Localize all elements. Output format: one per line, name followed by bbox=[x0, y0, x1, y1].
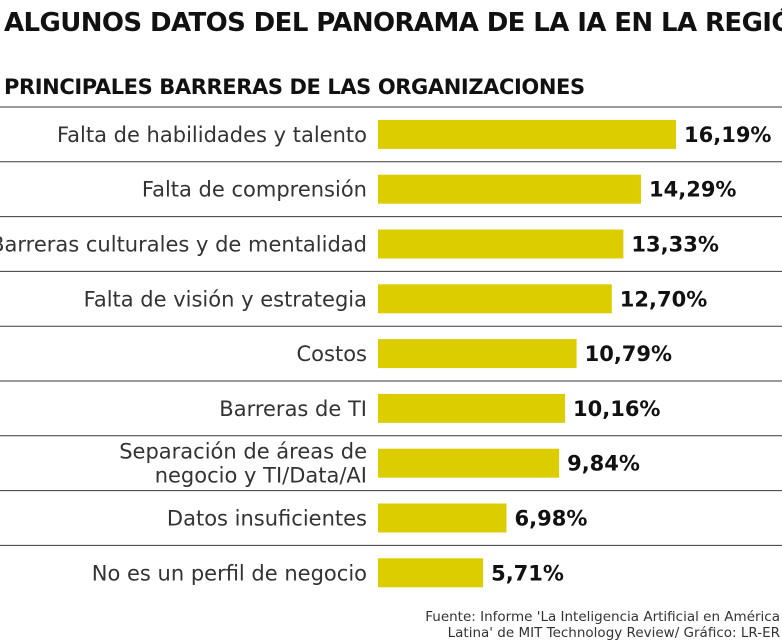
category-label-line: Falta de visión y estrategia bbox=[84, 287, 367, 311]
category-label: Datos insuficientes bbox=[167, 507, 367, 531]
category-label: Barreras de TI bbox=[219, 397, 367, 421]
chart-subtitle: PRINCIPALES BARRERAS DE LAS ORGANIZACION… bbox=[4, 75, 585, 99]
category-label-line: Datos insuficientes bbox=[167, 507, 367, 531]
category-label-line: Barreras culturales y de mentalidad bbox=[0, 233, 367, 257]
bar bbox=[378, 503, 507, 533]
bar bbox=[378, 339, 577, 369]
bar bbox=[378, 284, 612, 314]
category-label-line: Falta de comprensión bbox=[142, 178, 367, 202]
category-label-line: Falta de habilidades y talento bbox=[57, 123, 367, 147]
value-label: 12,70% bbox=[620, 287, 707, 311]
chart-title: ALGUNOS DATOS DEL PANORAMA DE LA IA EN L… bbox=[4, 8, 782, 38]
category-label: Barreras culturales y de mentalidad bbox=[0, 233, 367, 257]
source-note: Fuente: Informe 'La Inteligencia Artific… bbox=[425, 609, 780, 641]
category-label-line: Separación de áreas de bbox=[119, 440, 367, 464]
bar-chart: 16,19% Falta de habilidades y talento 14,2… bbox=[0, 106, 782, 588]
category-label: Falta de habilidades y talento bbox=[57, 123, 367, 147]
value-label: 6,98% bbox=[515, 507, 588, 531]
source-line-1: Fuente: Informe 'La Inteligencia Artific… bbox=[425, 609, 780, 625]
bar bbox=[378, 448, 560, 478]
bar bbox=[378, 174, 641, 204]
category-label-line: Barreras de TI bbox=[219, 397, 367, 421]
bar bbox=[378, 229, 624, 259]
value-label: 5,71% bbox=[491, 561, 564, 585]
bar bbox=[378, 393, 565, 423]
source-line-2: Latina' de MIT Technology Review/ Gráfic… bbox=[447, 625, 780, 641]
value-label: 16,19% bbox=[684, 123, 771, 147]
value-label: 14,29% bbox=[649, 178, 736, 202]
category-label: Costos bbox=[297, 342, 367, 366]
category-label: Falta de visión y estrategia bbox=[84, 287, 367, 311]
value-label: 10,16% bbox=[573, 397, 660, 421]
category-label: No es un perfil de negocio bbox=[92, 561, 367, 585]
bar bbox=[378, 119, 676, 149]
value-label: 9,84% bbox=[567, 452, 640, 476]
category-label-line: No es un perfil de negocio bbox=[92, 561, 367, 585]
value-label: 13,33% bbox=[631, 233, 718, 257]
category-label: Separación de áreas de negocio y TI/Data/… bbox=[119, 440, 367, 488]
category-label: Falta de comprensión bbox=[142, 178, 367, 202]
category-label-line: Costos bbox=[297, 342, 367, 366]
bar bbox=[378, 558, 484, 588]
value-label: 10,79% bbox=[585, 342, 672, 366]
category-label-line: negocio y TI/Data/AI bbox=[155, 464, 367, 488]
